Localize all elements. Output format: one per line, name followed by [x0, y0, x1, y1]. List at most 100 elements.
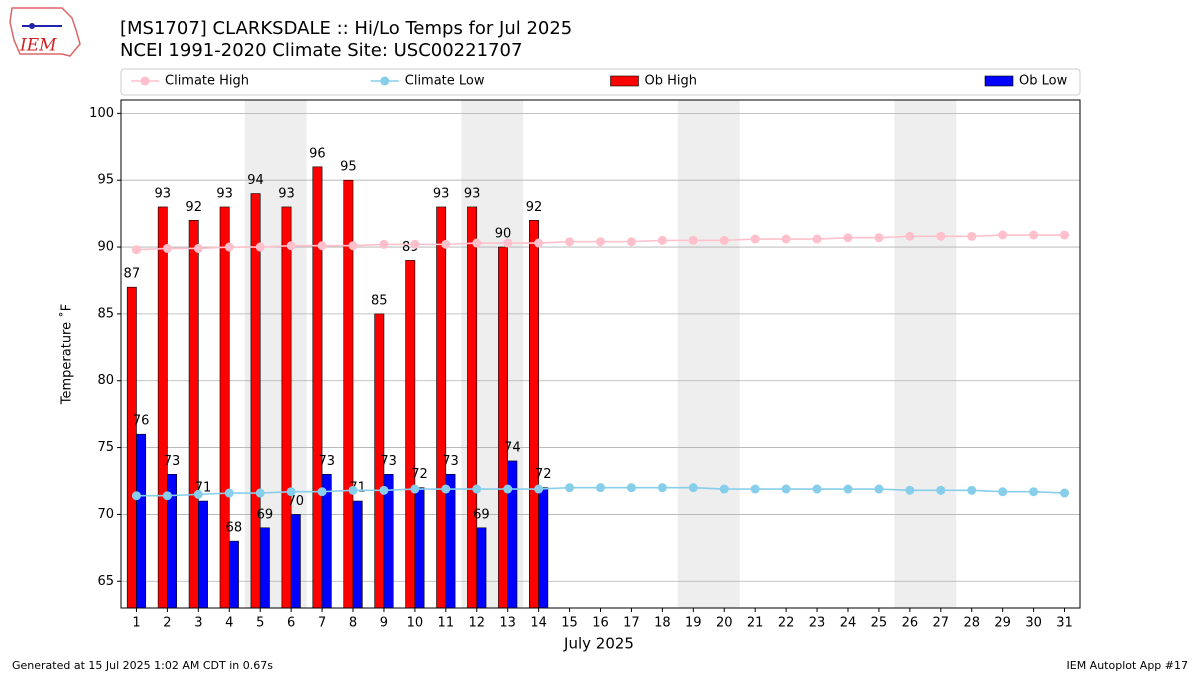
x-tick-label: 17 [623, 616, 640, 631]
logo-outline [9, 7, 81, 57]
y-axis-label: Temperature ˚F [59, 304, 75, 405]
line-marker [781, 484, 791, 494]
line-marker [843, 484, 853, 494]
x-tick-label: 19 [685, 616, 702, 631]
line-marker [967, 485, 977, 495]
x-tick-label: 8 [349, 616, 357, 631]
x-tick-label: 27 [933, 616, 950, 631]
line-marker [131, 491, 141, 501]
line-marker [967, 231, 977, 241]
line-marker [1060, 230, 1070, 240]
plot-frame [120, 99, 1081, 609]
logo-text: IEM [19, 36, 57, 56]
x-tick-label: 2 [163, 616, 171, 631]
x-tick-label: 29 [994, 616, 1011, 631]
line-marker [750, 234, 760, 244]
bar [498, 246, 508, 609]
line-marker [348, 485, 358, 495]
y-tick-label: 65 [97, 574, 114, 589]
legend-swatch [984, 75, 1014, 87]
value-label: 92 [185, 200, 202, 215]
legend-label: Ob Low [1019, 74, 1068, 89]
x-tick-label: 6 [287, 616, 295, 631]
y-tick-label: 70 [97, 507, 114, 522]
value-label: 93 [464, 186, 481, 201]
bar [250, 193, 261, 609]
bar [136, 433, 147, 609]
x-tick-label: 12 [468, 616, 485, 631]
x-tick-label: 4 [225, 616, 233, 631]
line-marker [812, 234, 822, 244]
value-label: 74 [504, 440, 521, 455]
bar [476, 527, 487, 609]
x-tick-label: 21 [747, 616, 764, 631]
line-marker [255, 488, 265, 498]
x-tick-label: 25 [871, 616, 888, 631]
bar [436, 206, 447, 609]
bar [445, 474, 456, 609]
legend-marker [380, 76, 390, 86]
x-tick-label: 28 [963, 616, 980, 631]
line-marker [1060, 488, 1070, 498]
line-marker [317, 241, 327, 251]
bar [405, 260, 416, 609]
value-label: 73 [164, 454, 181, 469]
line-marker [255, 242, 265, 252]
line-marker [379, 239, 389, 249]
line-marker [534, 238, 544, 248]
bar [188, 220, 199, 609]
value-label: 93 [154, 186, 171, 201]
bar [259, 527, 270, 609]
x-tick-label: 14 [530, 616, 547, 631]
line-marker [472, 484, 482, 494]
line-marker [348, 241, 358, 251]
x-tick-label: 11 [438, 616, 455, 631]
x-tick-label: 26 [902, 616, 919, 631]
x-tick-label: 1 [132, 616, 140, 631]
legend-box [120, 68, 1081, 96]
x-tick-label: 16 [592, 616, 609, 631]
x-tick-label: 18 [654, 616, 671, 631]
bar [126, 286, 137, 609]
line-marker [410, 484, 420, 494]
line-marker [596, 237, 605, 247]
bar [414, 487, 425, 609]
line-marker [657, 483, 667, 493]
line-marker [162, 243, 172, 253]
y-tick-label: 100 [89, 106, 114, 121]
line-marker [688, 483, 698, 493]
value-label: 68 [226, 521, 243, 536]
bar [198, 500, 208, 609]
value-label: 70 [288, 494, 305, 509]
x-tick-label: 23 [809, 616, 826, 631]
legend-label: Climate High [165, 74, 249, 89]
line-marker [410, 239, 420, 249]
bar [352, 500, 363, 609]
line-marker [905, 485, 915, 495]
value-label: 73 [442, 454, 459, 469]
x-axis-label: July 2025 [563, 635, 634, 653]
legend-label: Climate Low [405, 74, 485, 89]
value-label: 90 [495, 227, 512, 242]
line-marker [998, 487, 1008, 497]
value-label: 85 [371, 293, 388, 308]
bar [538, 487, 549, 609]
line-marker [812, 484, 822, 494]
line-marker [193, 243, 203, 253]
line-marker [534, 484, 544, 494]
y-tick-label: 95 [97, 173, 114, 188]
value-label: 95 [340, 160, 357, 175]
x-tick-label: 5 [256, 616, 264, 631]
legend-label: Ob High [645, 74, 698, 89]
logo: IEM [9, 7, 81, 57]
x-tick-label: 7 [318, 616, 326, 631]
footer-left: Generated at 15 Jul 2025 1:02 AM CDT in … [12, 659, 273, 672]
weekend-shade [677, 100, 740, 608]
line-marker [998, 230, 1008, 240]
line-marker [1029, 230, 1039, 240]
value-label: 69 [257, 507, 274, 522]
line-marker [936, 485, 946, 495]
x-tick-label: 20 [716, 616, 733, 631]
logo-dot [29, 23, 35, 29]
value-label: 73 [380, 454, 397, 469]
